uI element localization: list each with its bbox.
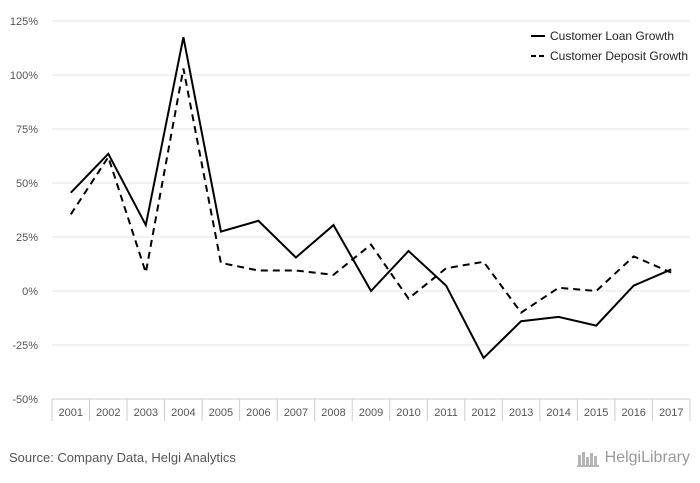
brand-name: HelgiLibrary [604,449,690,466]
legend-label: Customer Loan Growth [550,29,674,43]
y-tick-label: 25% [16,232,38,244]
loan-growth-line [70,37,672,360]
x-tick-label: 2005 [209,407,233,419]
x-tick-label: 2014 [546,407,570,419]
y-tick-label: -50% [12,394,38,406]
source-note: Source: Company Data, Helgi Analytics [9,450,236,465]
y-tick-label: 50% [16,178,38,190]
y-tick-label: -25% [12,340,38,352]
x-tick-label: 2007 [284,407,308,419]
deposit-growth-line [69,68,672,314]
x-tick-label: 2010 [396,407,420,419]
legend-label: Customer Deposit Growth [550,49,688,63]
x-tick-label: 2001 [59,407,83,419]
x-tick-label: 2011 [434,407,458,419]
x-tick-label: 2012 [471,407,495,419]
x-tick-label: 2015 [584,407,608,419]
x-axis: 2001 2002 2003 2004 2005 2006 2007 2008 2009 2010… [51,398,691,421]
legend: Customer Loan Growth Customer Deposit Gro… [531,29,688,63]
y-tick-label: 75% [16,124,38,136]
x-tick-label: 2008 [321,407,345,419]
x-tick-label: 2004 [171,407,195,419]
x-tick-label: 2013 [509,407,533,419]
x-tick-label: 2016 [621,407,645,419]
library-icon [576,452,599,467]
y-tick-label: 125% [10,16,38,28]
series-lines [69,37,672,360]
y-axis: 125% 100% 75% 50% 25% 0% -25% -50% [10,16,38,406]
grid [52,20,690,400]
y-tick-label: 0% [22,286,38,298]
x-tick-label: 2017 [659,407,683,419]
brand-logo: HelgiLibrary [576,449,690,467]
x-tick-label: 2003 [134,407,158,419]
x-tick-label: 2002 [96,407,120,419]
y-tick-label: 100% [10,70,38,82]
x-tick-label: 2006 [246,407,270,419]
x-tick-label: 2009 [359,407,383,419]
